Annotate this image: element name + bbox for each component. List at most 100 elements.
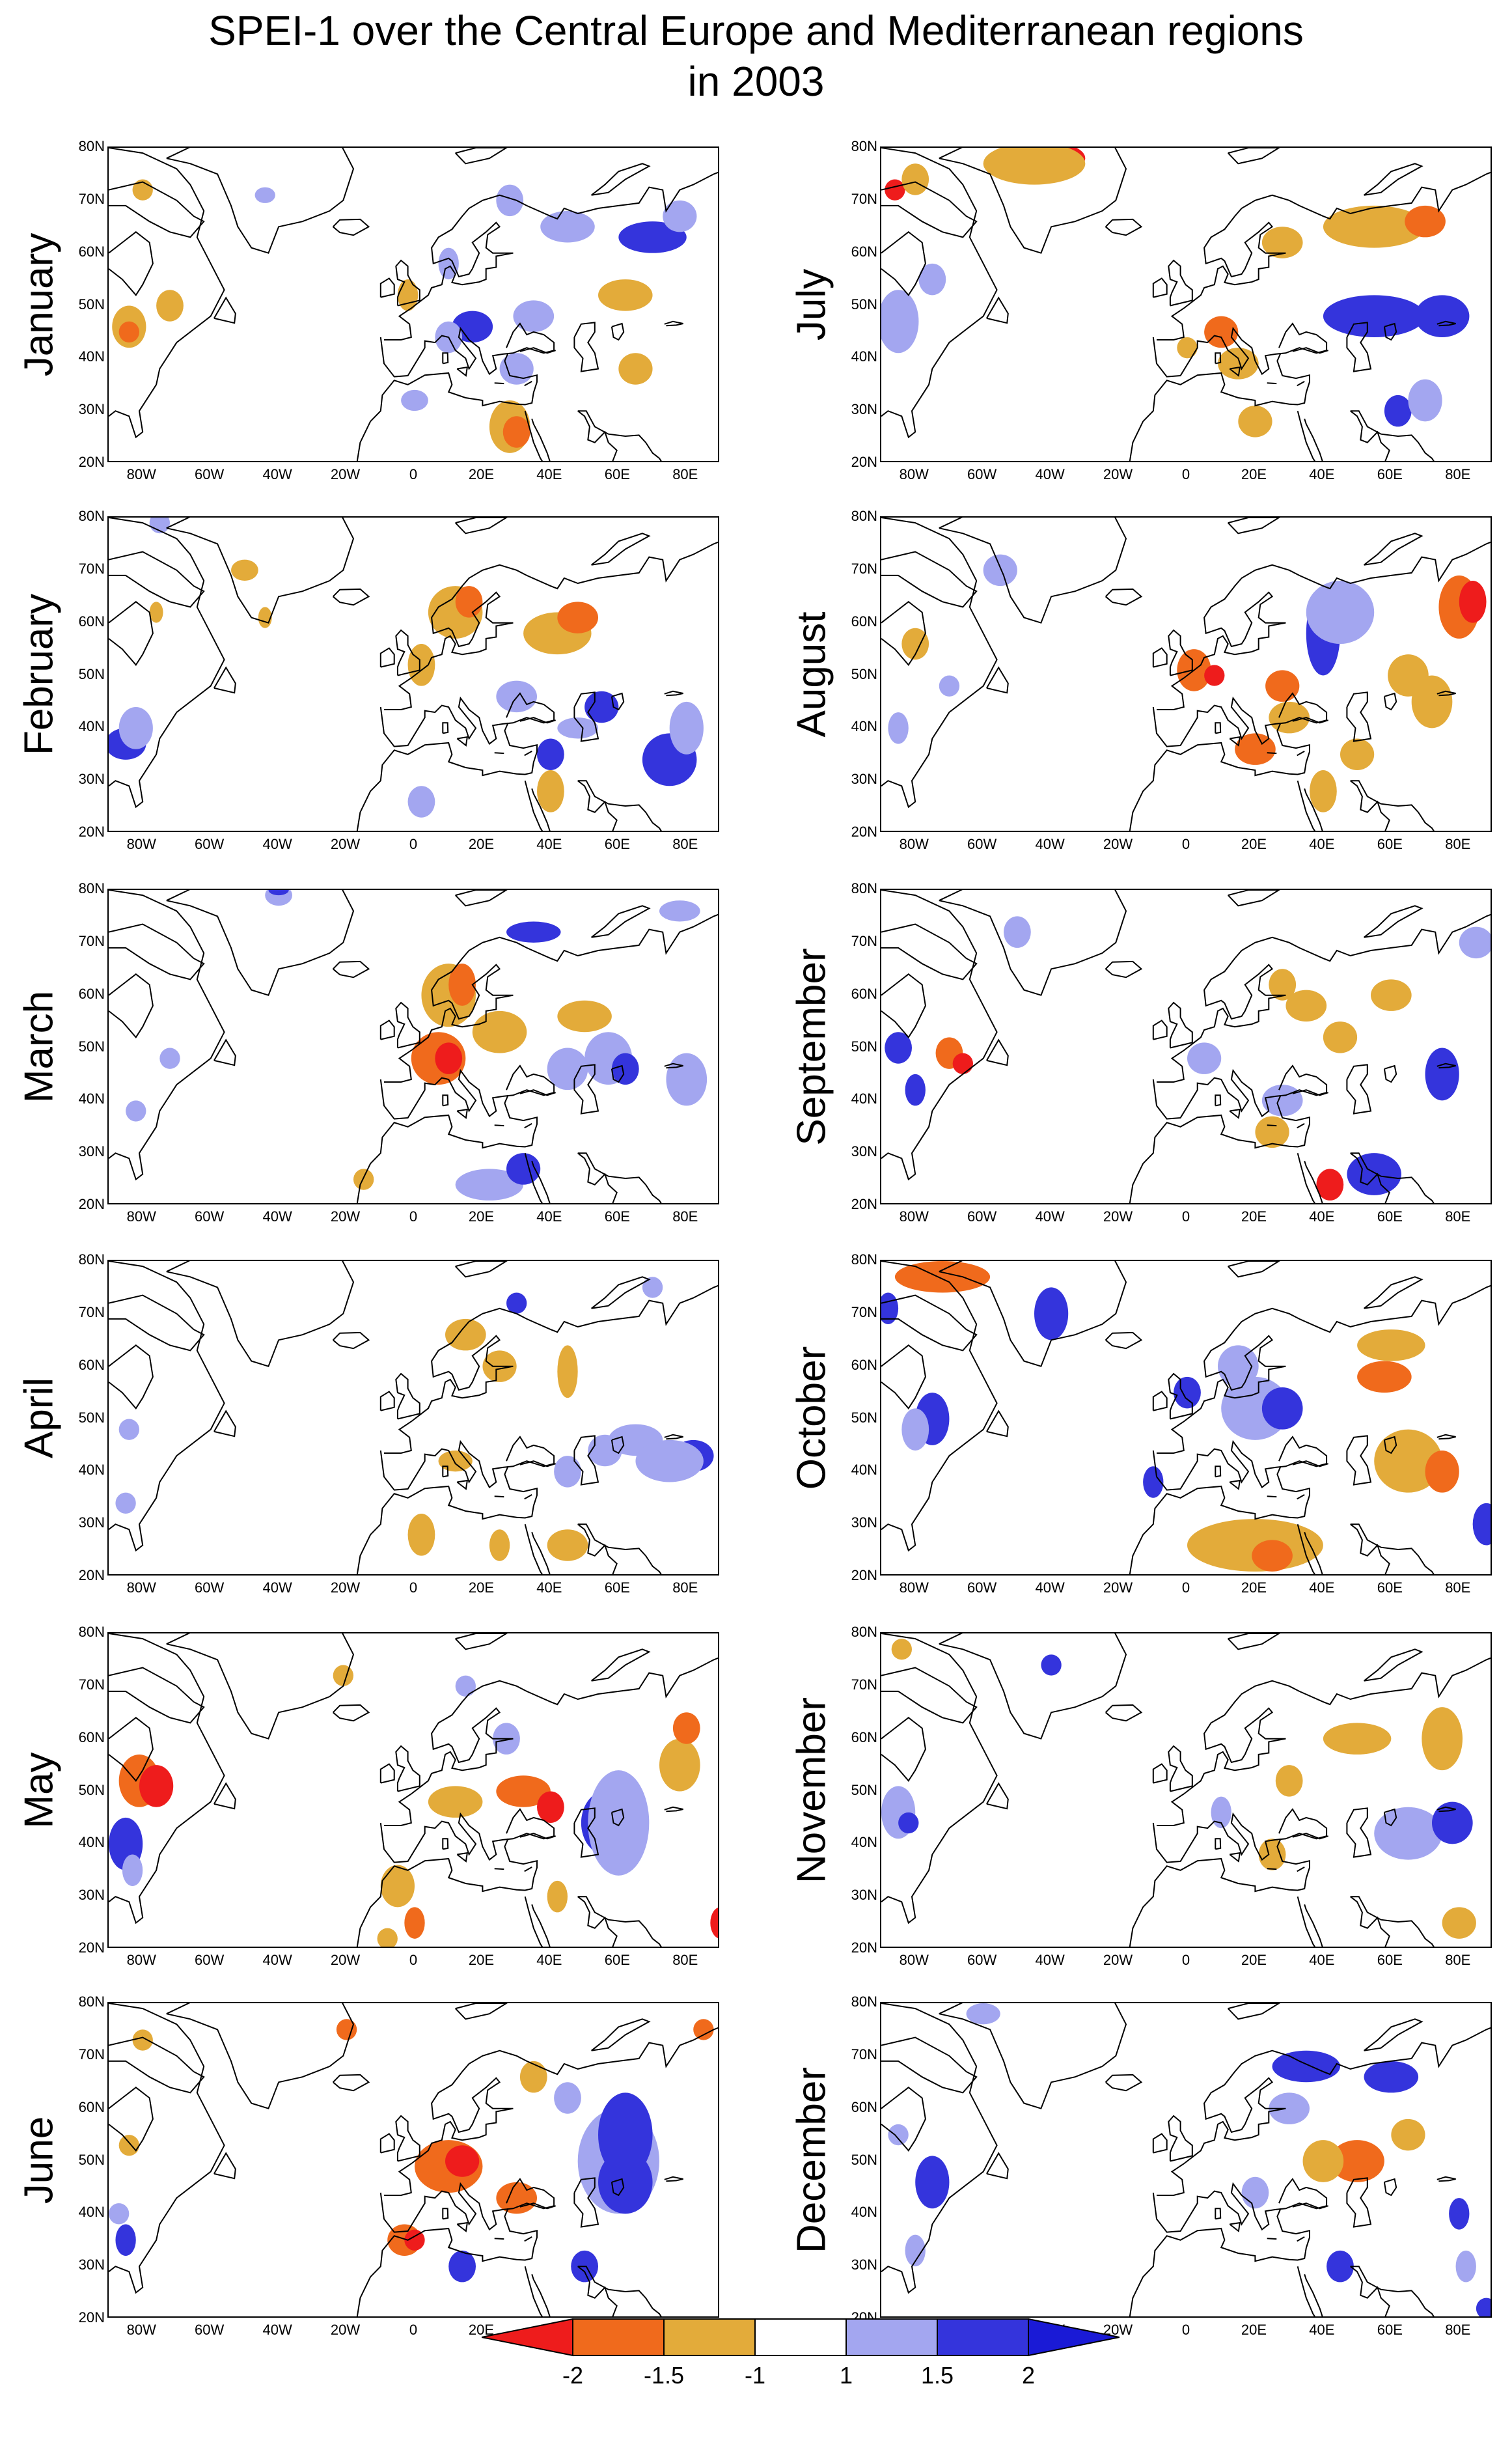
- spei-anomaly-area: [1411, 675, 1453, 729]
- coastline: [1229, 1108, 1241, 1119]
- coastline: [1297, 1494, 1305, 1500]
- figure-title-line2: in 2003: [687, 58, 825, 105]
- longitude-tick-label: 80E: [1445, 1208, 1471, 1225]
- longitude-tick-label: 80W: [126, 1579, 156, 1596]
- longitude-tick-label: 60W: [967, 1579, 997, 1596]
- coastline: [1350, 780, 1435, 831]
- coastline: [1383, 1808, 1397, 1827]
- coastline: [524, 1867, 532, 1872]
- colorbar-tick-label: 2: [1021, 2362, 1036, 2389]
- latitude-tick-label: 70N: [78, 932, 105, 949]
- coastline: [379, 1391, 395, 1411]
- spei-anomaly-area: [265, 890, 292, 906]
- coastline: [881, 1294, 978, 1352]
- coastline: [524, 410, 543, 461]
- longitude-tick-label: 80W: [126, 1952, 156, 1968]
- coastline: [1297, 1523, 1316, 1574]
- coastline: [1227, 148, 1280, 165]
- spei-anomaly-area: [1302, 2140, 1344, 2182]
- coastline: [939, 518, 1127, 624]
- coastline: [1215, 2208, 1222, 2220]
- spei-anomaly-area: [905, 1074, 926, 1106]
- spei-anomaly-area: [149, 518, 170, 534]
- longitude-tick-label: 20E: [1241, 1208, 1267, 1225]
- coastline: [519, 1460, 557, 1467]
- spei-anomaly-area: [1357, 1329, 1425, 1361]
- coastline: [939, 890, 1127, 996]
- longitude-tick-label: 40W: [1035, 1952, 1065, 1968]
- spei-map: [109, 2003, 718, 2316]
- spei-anomaly-area: [1255, 1116, 1289, 1148]
- coastline: [1304, 1160, 1323, 1203]
- coastline: [1152, 1020, 1168, 1040]
- longitude-tick-label: 0: [409, 836, 418, 852]
- longitude-tick-label: 0: [1181, 1579, 1190, 1596]
- longitude-tick-label: 20E: [1241, 836, 1267, 852]
- spei-anomaly-area: [669, 701, 704, 755]
- spei-anomaly-area: [635, 1439, 704, 1482]
- coastline: [109, 2036, 205, 2094]
- coastline: [494, 1868, 504, 1870]
- coastline: [109, 2003, 225, 2294]
- spei-anomaly-area: [710, 1908, 718, 1939]
- spei-anomaly-area: [598, 2150, 653, 2214]
- spei-anomaly-area: [435, 1042, 463, 1074]
- coastline: [109, 1667, 205, 1724]
- spei-anomaly-area: [397, 279, 419, 311]
- coastline: [395, 259, 420, 307]
- coastline: [1363, 1276, 1423, 1309]
- longitude-tick-label: 40W: [262, 1579, 292, 1596]
- coastline: [577, 410, 662, 461]
- spei-map: [881, 890, 1491, 1203]
- coastline: [1105, 588, 1143, 606]
- coastline: [524, 751, 532, 757]
- latitude-tick-label: 50N: [78, 1781, 105, 1798]
- spei-anomaly-area: [1187, 1042, 1222, 1074]
- coastline: [611, 692, 625, 711]
- longitude-tick-label: 80E: [672, 1952, 698, 1968]
- coastline: [611, 1436, 625, 1454]
- coastline: [1297, 2266, 1316, 2316]
- longitude-tick-label: 40W: [1035, 1208, 1065, 1225]
- spei-anomaly-area: [1218, 348, 1259, 380]
- coastline: [384, 1657, 718, 1826]
- coastline: [109, 518, 225, 809]
- latitude-tick-label: 60N: [78, 243, 105, 260]
- colorbar-segment: [663, 2318, 756, 2356]
- spei-anomaly-area: [1326, 2250, 1354, 2283]
- latitude-tick-label: 70N: [78, 560, 105, 577]
- coastline: [332, 1704, 370, 1722]
- longitude-tick-label: 80W: [899, 466, 929, 482]
- coastline: [1363, 533, 1423, 566]
- coastline: [939, 148, 1127, 254]
- coastline: [881, 923, 978, 980]
- spei-anomaly-area: [1143, 1466, 1164, 1498]
- coastline: [1297, 1152, 1316, 1203]
- map-frame: [880, 146, 1492, 462]
- coastline: [379, 692, 555, 747]
- spei-anomaly-area: [1323, 295, 1425, 337]
- latitude-tick-label: 20N: [78, 824, 105, 840]
- coastline: [1297, 2236, 1305, 2242]
- coastline: [109, 181, 205, 238]
- coastline: [109, 1294, 205, 1352]
- coastline: [1292, 1833, 1329, 1840]
- spei-anomaly-area: [118, 321, 139, 343]
- longitude-tick-label: 60E: [604, 1579, 630, 1596]
- longitude-tick-label: 60W: [195, 2322, 225, 2338]
- spei-anomaly-area: [1374, 1429, 1442, 1493]
- spei-anomaly-area: [885, 1032, 912, 1064]
- coastline: [611, 1808, 625, 1827]
- coastline: [395, 1372, 420, 1420]
- coastline: [1350, 780, 1390, 831]
- coastline: [664, 1062, 683, 1069]
- coastline: [1383, 2178, 1397, 2197]
- month-label: December: [789, 2066, 834, 2253]
- coastline: [384, 171, 718, 340]
- spei-anomaly-area: [506, 1292, 527, 1314]
- spei-anomaly-area: [547, 1880, 568, 1913]
- latitude-tick-label: 50N: [851, 665, 877, 682]
- coastline: [1229, 1479, 1241, 1490]
- latitude-tick-label: 40N: [78, 718, 105, 735]
- spei-anomaly-area: [663, 200, 697, 232]
